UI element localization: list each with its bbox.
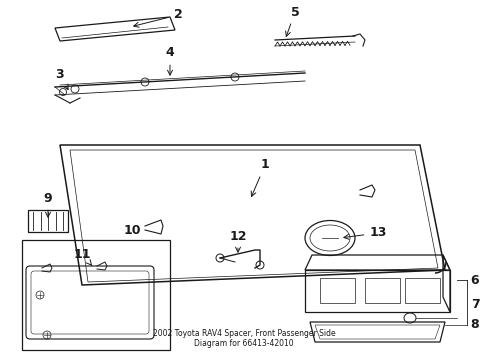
Bar bbox=[319, 278, 354, 303]
Bar bbox=[364, 278, 399, 303]
Text: 9: 9 bbox=[43, 192, 52, 217]
Text: 10: 10 bbox=[123, 224, 141, 237]
Bar bbox=[404, 278, 439, 303]
Text: 2002 Toyota RAV4 Spacer, Front Passenger Side
Diagram for 66413-42010: 2002 Toyota RAV4 Spacer, Front Passenger… bbox=[152, 329, 335, 348]
Text: 5: 5 bbox=[285, 5, 299, 36]
Text: 2: 2 bbox=[134, 9, 182, 27]
Text: 11: 11 bbox=[73, 248, 92, 265]
Text: 4: 4 bbox=[165, 46, 174, 75]
Text: 8: 8 bbox=[470, 319, 478, 332]
Bar bbox=[22, 240, 170, 350]
Text: 13: 13 bbox=[343, 226, 386, 239]
Text: 1: 1 bbox=[251, 158, 269, 197]
Text: 7: 7 bbox=[469, 298, 478, 311]
Text: 3: 3 bbox=[56, 68, 68, 90]
Text: 6: 6 bbox=[470, 274, 478, 287]
Text: 12: 12 bbox=[229, 230, 246, 252]
Bar bbox=[28, 210, 68, 232]
